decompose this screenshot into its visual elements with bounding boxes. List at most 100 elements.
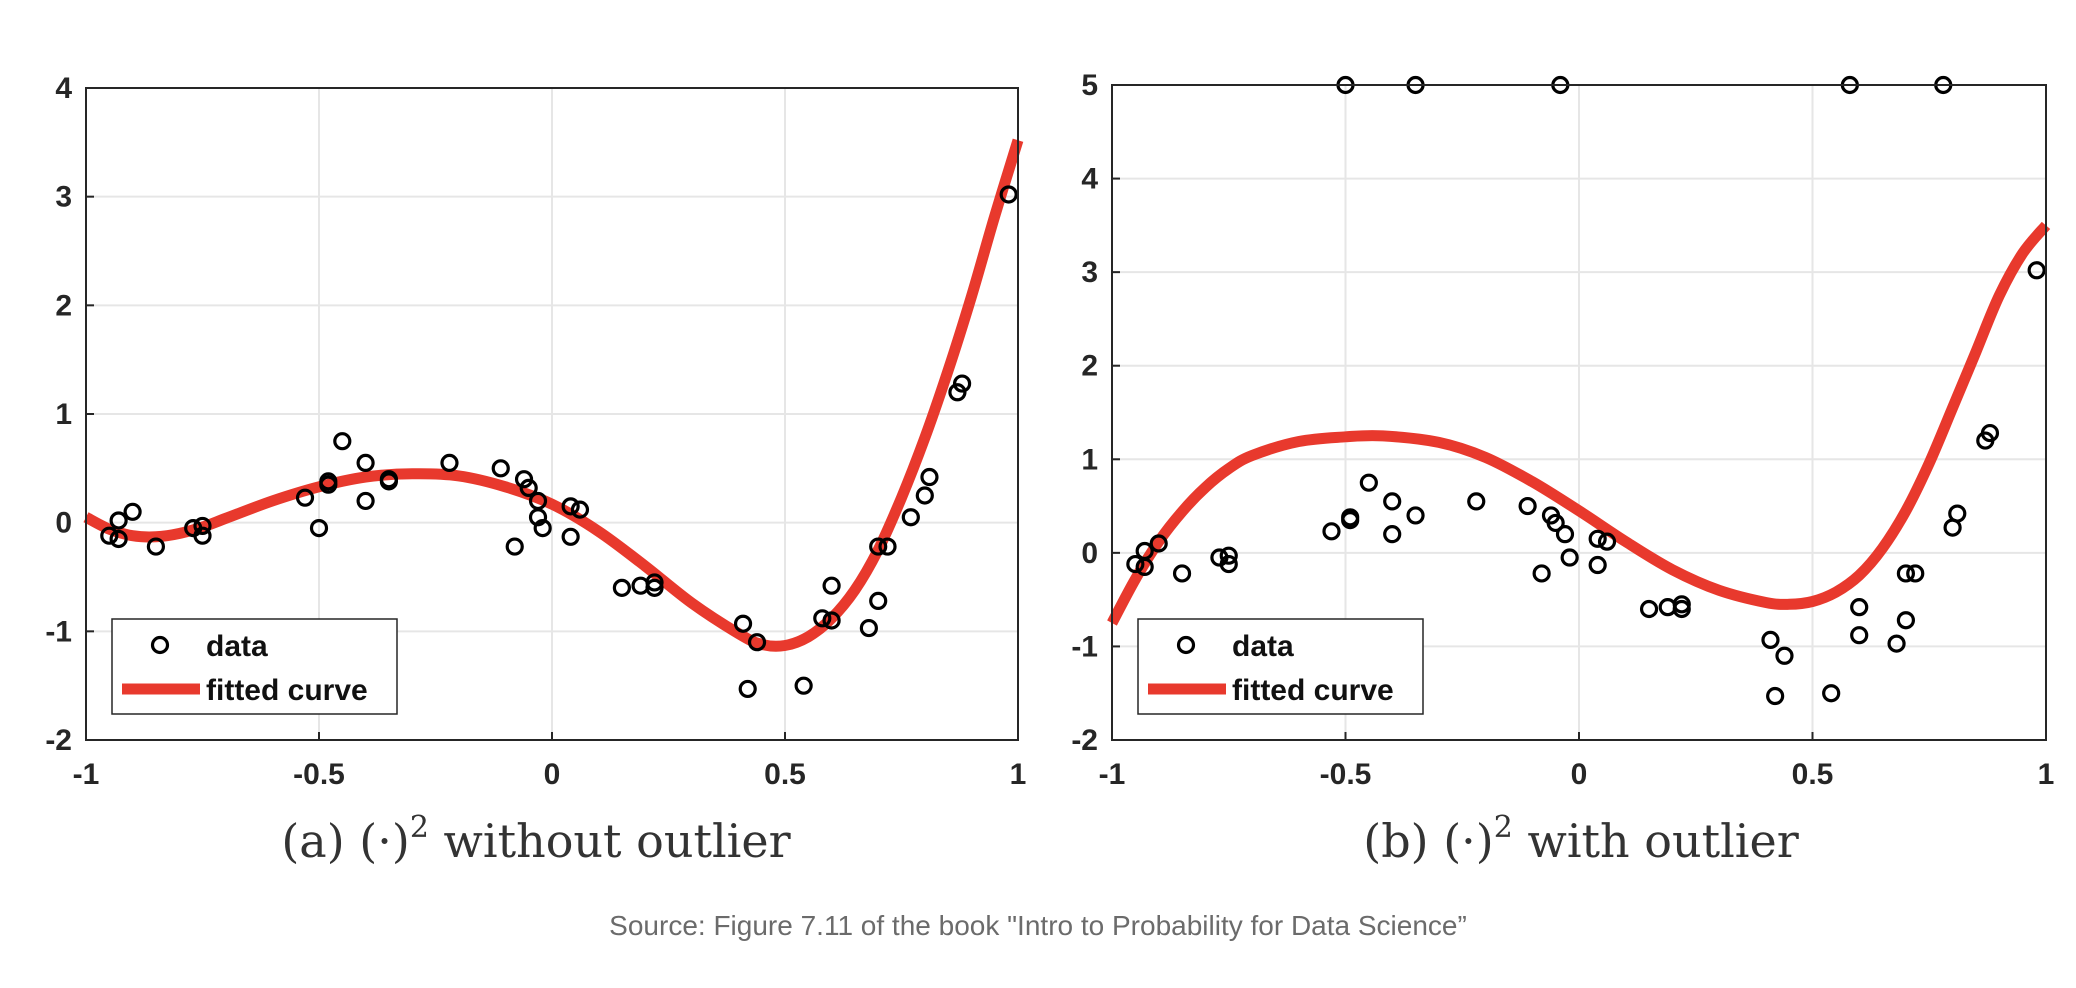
chart-a-data-point xyxy=(528,508,548,527)
chart-b-data-point xyxy=(1588,555,1607,575)
chart-b-ytick-label: 5 xyxy=(1081,69,1098,102)
chart-a-xticks: -1 -0.5 0 0.5 1 xyxy=(73,758,1027,791)
chart-a-xtick-label: 0 xyxy=(544,758,561,791)
chart-b-data-point xyxy=(1555,525,1575,544)
chart-a-xtick-label: 1 xyxy=(1010,758,1027,791)
chart-a-data-point xyxy=(859,618,878,638)
chart-b-data-point xyxy=(1588,529,1607,548)
chart-b-caption-superscript: 2 xyxy=(1494,810,1513,845)
chart-b-data-point xyxy=(1761,630,1780,649)
chart-b-fitted-curve xyxy=(1107,221,2051,626)
chart-a-data-point xyxy=(440,453,459,472)
chart-a-data-point xyxy=(733,614,753,633)
chart-a-legend-data-label: data xyxy=(206,630,268,663)
chart-a-data-point xyxy=(146,537,165,556)
chart-a-ytick-label: -1 xyxy=(45,615,72,648)
chart-a-data-point xyxy=(747,633,767,652)
chart-a-data-point xyxy=(319,475,338,494)
chart-a-xtick-label: -1 xyxy=(73,758,100,791)
chart-a-data-point xyxy=(645,578,664,597)
chart-a-data-point xyxy=(794,676,813,695)
chart-b-legend-data-label: data xyxy=(1232,630,1294,663)
chart-a-yticks: -2 -1 0 1 2 3 4 xyxy=(45,72,72,757)
chart-b-xtick-label: 0.5 xyxy=(1792,758,1834,791)
chart-b-data-point xyxy=(1172,564,1192,583)
chart-a-ytick-label: -2 xyxy=(45,724,72,757)
chart-a-data-point xyxy=(356,453,375,472)
chart-b-caption-prefix: (b) (·) xyxy=(1363,814,1493,868)
chart-b-data-point xyxy=(1383,492,1402,511)
chart-b-data-point xyxy=(1322,522,1341,541)
chart-a-ytick-label: 2 xyxy=(55,289,72,322)
chart-a-ytick-label: 3 xyxy=(55,181,72,214)
chart-b-yticks: -2 -1 0 1 2 3 4 5 xyxy=(1071,69,1098,757)
chart-b-caption: (b) (·)2 with outlier xyxy=(1363,810,1798,868)
chart-a-data-point xyxy=(379,472,398,491)
chart-b-ytick-label: -1 xyxy=(1071,630,1098,663)
chart-a-data-point xyxy=(514,470,534,489)
chart-a-data-point xyxy=(333,432,352,451)
chart-a-data-point xyxy=(952,374,972,393)
chart-b-data-point xyxy=(1467,492,1486,511)
chart-a-data-point xyxy=(901,508,920,527)
chart-b-data-point xyxy=(1532,564,1551,583)
chart-b-data-point xyxy=(1135,541,1154,561)
chart-a-plot-frame xyxy=(85,87,1019,741)
chart-a-data-point xyxy=(813,609,832,628)
chart-a-data-point xyxy=(561,497,580,516)
chart-a-data-point xyxy=(869,537,888,556)
chart-b-data-point xyxy=(1672,595,1691,614)
chart-b-xtick-label: 0 xyxy=(1571,758,1588,791)
chart-a-data-point xyxy=(878,537,897,556)
chart-b-data-point xyxy=(1341,511,1360,530)
chart-a-points-layer xyxy=(100,185,1018,699)
chart-a-data-point xyxy=(109,529,128,549)
chart-a-data-point xyxy=(193,516,212,536)
chart-a-caption-suffix: without outlier xyxy=(429,814,791,868)
chart-b-data-point xyxy=(1775,646,1794,665)
chart-b-xtick-label: -1 xyxy=(1099,758,1126,791)
chart-b-data-point xyxy=(1383,525,1402,544)
chart-a-xtick-label: -0.5 xyxy=(293,758,345,791)
chart-b-legend: data fitted curve xyxy=(1137,618,1424,715)
chart-a-data-point xyxy=(869,591,888,611)
chart-a-legend-curve-label: fitted curve xyxy=(206,674,368,707)
source-note: Source: Figure 7.11 of the book "Intro t… xyxy=(609,910,1467,941)
chart-b-xtick-label: 1 xyxy=(2038,758,2055,791)
chart-a-legend: data fitted curve xyxy=(111,618,398,715)
chart-a-data-point xyxy=(822,576,841,595)
chart-a-xtick-label: 0.5 xyxy=(764,758,806,791)
chart-b: -1 -0.5 0 0.5 1 -2 -1 0 1 2 3 4 5 data fitted curve… xyxy=(1040,0,2076,880)
chart-b-points-layer xyxy=(1126,75,2046,706)
chart-b-data-point xyxy=(1560,548,1579,567)
chart-b-data-point xyxy=(1850,626,1869,645)
chart-b-xtick-label: -0.5 xyxy=(1320,758,1372,791)
chart-b-plot-frame xyxy=(1111,84,2047,741)
chart-b-ytick-label: 1 xyxy=(1081,443,1098,476)
chart-a-data-point xyxy=(645,573,664,592)
chart-a-data-point xyxy=(193,526,212,545)
chart-a-data-point xyxy=(915,486,934,505)
chart-a-data-point xyxy=(100,526,119,545)
chart-b-ytick-label: 4 xyxy=(1081,163,1098,196)
chart-b-data-point xyxy=(1219,554,1238,574)
chart-a-caption-prefix: (a) (·) xyxy=(281,814,409,868)
chart-b-data-point xyxy=(1887,634,1906,653)
chart-b-data-point xyxy=(1406,506,1425,525)
chart-b-data-point xyxy=(1906,564,1925,583)
chart-a-ytick-label: 0 xyxy=(55,507,72,540)
chart-a-ytick-label: 4 xyxy=(55,72,72,105)
chart-a-data-point xyxy=(491,459,510,478)
chart-b-data-point xyxy=(1980,423,2000,443)
chart-b-curve-layer xyxy=(1107,221,2051,626)
chart-a-data-point xyxy=(309,518,329,538)
chart-b-legend-box xyxy=(1137,618,1424,715)
chart-a-data-point xyxy=(948,383,967,402)
chart-b-data-point xyxy=(1850,598,1869,617)
chart-a-data-point xyxy=(822,611,841,630)
chart-a-data-point xyxy=(109,511,128,530)
chart-b-legend-data-marker xyxy=(1176,635,1196,655)
chart-a-ytick-label: 1 xyxy=(55,398,72,431)
